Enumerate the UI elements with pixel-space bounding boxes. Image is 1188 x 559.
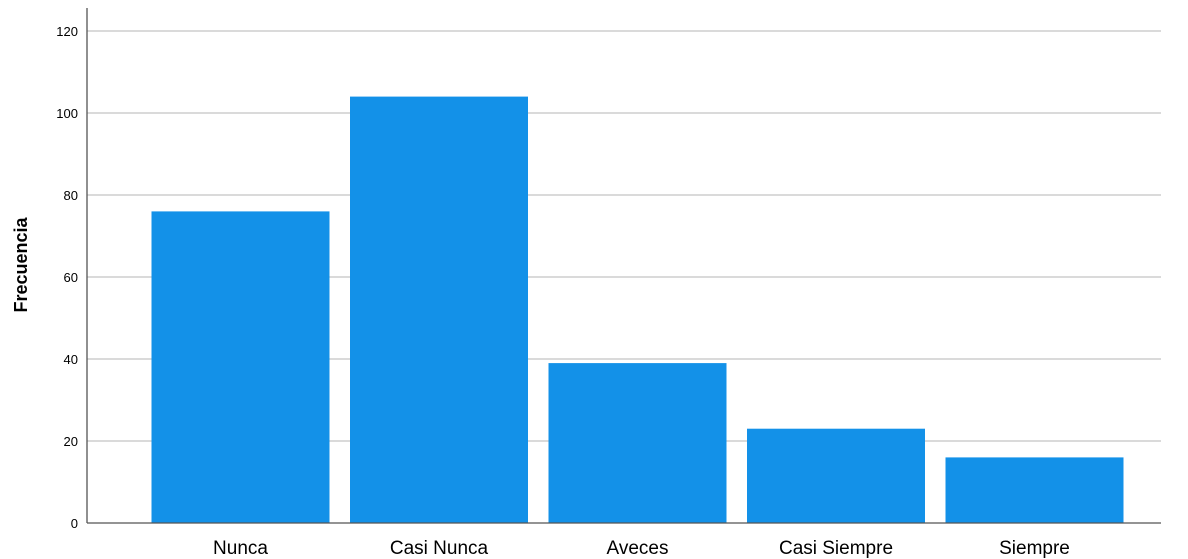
y-tick-label: 100 [56, 106, 78, 121]
y-tick-labels: 0 20 40 60 80 100 120 [56, 24, 78, 531]
bar-layer [151, 96, 1124, 523]
bar-aveces [548, 363, 727, 523]
x-category-label: Casi Nunca [390, 538, 489, 559]
y-tick-label: 40 [64, 352, 78, 367]
y-axis-title: Frecuencia [11, 216, 31, 312]
axis-layer [86, 8, 1161, 524]
bar-casi-siempre [747, 428, 925, 523]
bar-casi-nunca [350, 96, 528, 523]
y-tick-label: 60 [64, 270, 78, 285]
bar-nunca [151, 211, 330, 523]
y-tick-label: 120 [56, 24, 78, 39]
x-category-labels: Nunca Casi Nunca Aveces Casi Siempre Siempre [213, 538, 1070, 559]
y-tick-label: 80 [64, 188, 78, 203]
bar-siempre [945, 457, 1124, 523]
y-tick-label: 20 [64, 434, 78, 449]
y-tick-label: 0 [71, 516, 78, 531]
x-category-label: Nunca [213, 538, 268, 559]
x-category-label: Siempre [999, 538, 1070, 559]
x-category-label: Aveces [607, 538, 669, 559]
x-category-label: Casi Siempre [779, 538, 893, 559]
